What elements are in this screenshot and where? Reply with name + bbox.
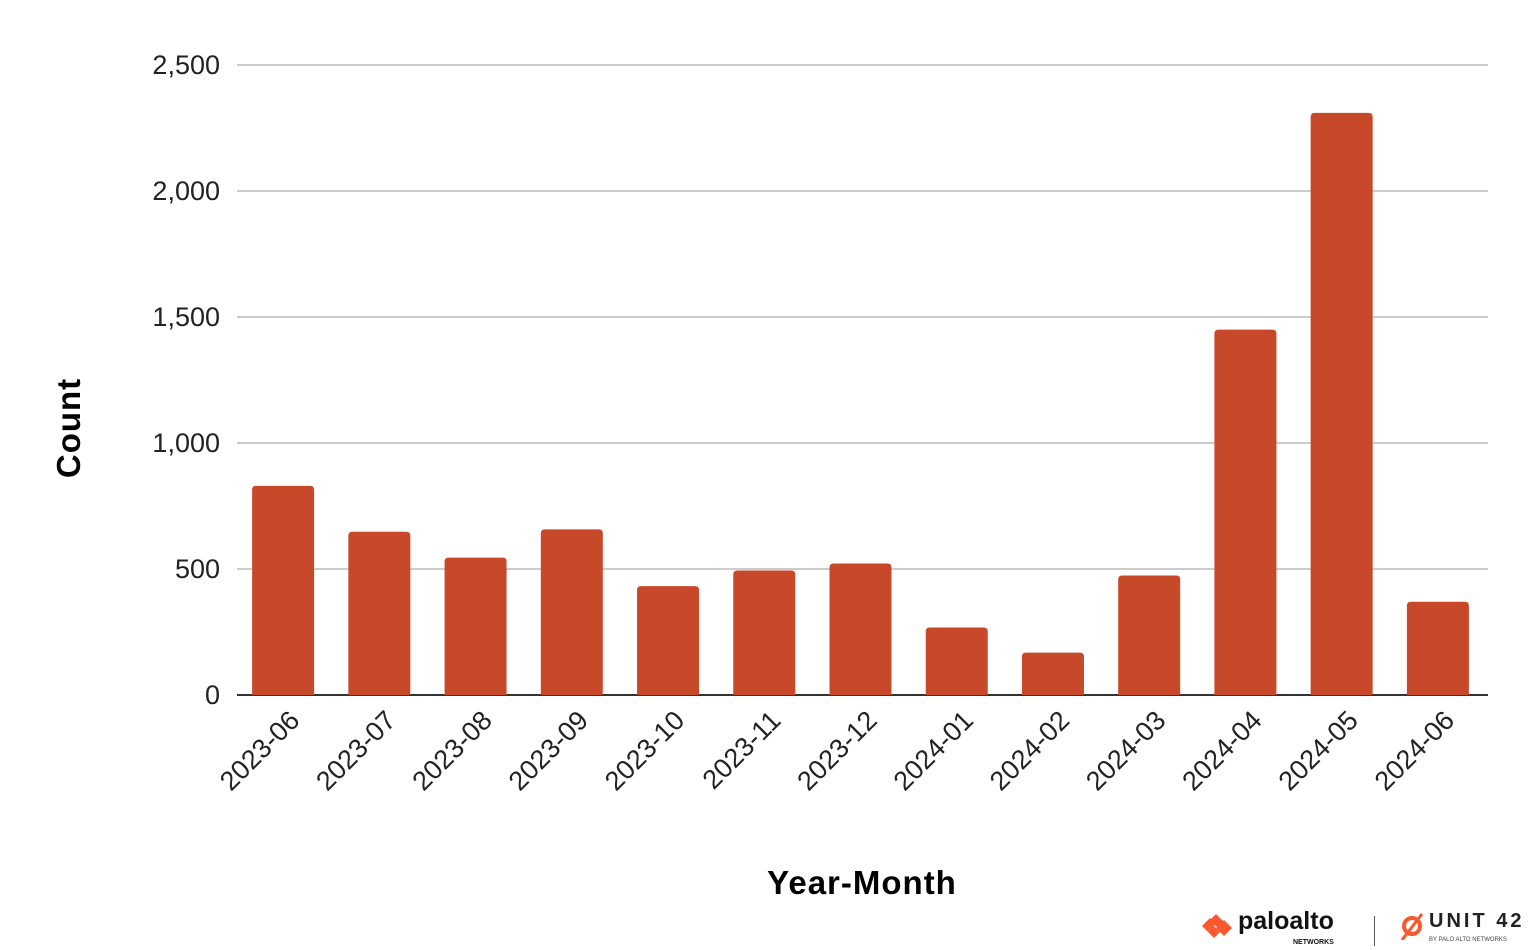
bar-2024-05 (1310, 112, 1373, 695)
bar-2023-10 (637, 586, 700, 695)
unit42-mark-icon (1400, 913, 1424, 940)
x-axis-title: Year-Month (767, 864, 957, 901)
bar-2024-06 (1406, 601, 1469, 695)
y-tick-label: 1,500 (152, 302, 220, 332)
unit42-wordmark: UNIT 42 (1429, 909, 1525, 932)
bar-2024-01 (925, 627, 988, 695)
x-tick-label: 2023-09 (503, 705, 594, 796)
x-tick-label: 2024-06 (1369, 705, 1460, 796)
x-tick-label: 2024-05 (1273, 705, 1364, 796)
x-tick-label: 2023-06 (214, 705, 305, 796)
paloalto-logo: paloalto NETWORKS (1200, 905, 1334, 947)
bar-2024-02 (1021, 652, 1084, 695)
x-tick-label: 2023-07 (310, 705, 401, 796)
y-tick-label: 2,500 (152, 50, 220, 80)
y-tick-label: 0 (205, 680, 220, 710)
unit42-sub: BY PALO ALTO NETWORKS (1429, 936, 1507, 943)
y-tick-label: 500 (175, 554, 220, 584)
x-tick-label: 2023-08 (407, 705, 498, 796)
bar-2023-08 (444, 557, 507, 695)
bar-2024-04 (1214, 329, 1277, 695)
bar-2023-11 (733, 570, 796, 695)
y-tick-label: 2,000 (152, 176, 220, 206)
x-tick-label: 2024-02 (984, 705, 1075, 796)
paloalto-wordmark: paloalto (1238, 906, 1334, 935)
paloalto-mark-icon (1202, 914, 1232, 938)
bar-2023-06 (252, 485, 315, 695)
y-axis-title: Count (50, 378, 87, 478)
bar-2023-09 (540, 529, 603, 695)
bar-2023-07 (348, 531, 411, 695)
paloalto-sub: NETWORKS (1293, 938, 1334, 946)
x-tick-label: 2023-12 (791, 705, 882, 796)
y-tick-label: 1,000 (152, 428, 220, 458)
x-tick-label: 2023-11 (697, 705, 787, 795)
x-tick-label: 2023-10 (599, 705, 690, 796)
unit42-logo: UNIT 42 BY PALO ALTO NETWORKS (1400, 905, 1524, 947)
bar-2023-12 (829, 563, 892, 695)
bar-2024-03 (1118, 575, 1181, 695)
x-tick-label: 2024-01 (888, 705, 979, 796)
x-tick-label: 2024-04 (1176, 705, 1267, 796)
logo-divider (1374, 916, 1375, 946)
x-tick-label: 2024-03 (1080, 705, 1171, 796)
